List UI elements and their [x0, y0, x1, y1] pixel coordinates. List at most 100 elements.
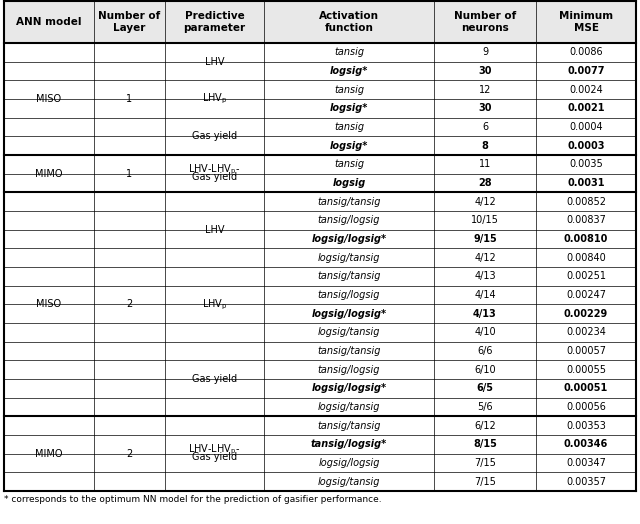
Text: tansig/tansig: tansig/tansig: [317, 196, 381, 206]
Text: 12: 12: [479, 85, 491, 95]
Text: Number of
Layer: Number of Layer: [98, 11, 160, 33]
Text: 5/6: 5/6: [477, 402, 493, 412]
Text: 0.00251: 0.00251: [566, 271, 606, 281]
Text: logsig/logsig*: logsig/logsig*: [312, 309, 387, 319]
Text: 2: 2: [126, 299, 132, 309]
Text: LHV-$\mathrm{LHV_p}$-: LHV-$\mathrm{LHV_p}$-: [188, 163, 241, 177]
Text: Activation
function: Activation function: [319, 11, 379, 33]
Text: 0.00057: 0.00057: [566, 346, 606, 356]
Text: 0.00837: 0.00837: [566, 215, 606, 225]
Text: 4/12: 4/12: [474, 196, 496, 206]
Text: 0.0021: 0.0021: [567, 103, 605, 113]
Text: logsig*: logsig*: [330, 66, 368, 76]
Text: tansig/logsig: tansig/logsig: [318, 290, 380, 300]
Bar: [4, 230, 636, 248]
Text: tansig/tansig: tansig/tansig: [317, 421, 381, 431]
Text: MISO: MISO: [36, 299, 61, 309]
Text: 2: 2: [126, 449, 132, 458]
Text: tansig/logsig*: tansig/logsig*: [311, 439, 387, 450]
Text: tansig: tansig: [334, 122, 364, 132]
Text: logsig/tansig: logsig/tansig: [318, 477, 380, 487]
Bar: [4, 267, 636, 286]
Bar: [4, 1, 636, 43]
Text: $\mathrm{LHV_p}$: $\mathrm{LHV_p}$: [202, 297, 227, 312]
Bar: [4, 454, 636, 472]
Text: MIMO: MIMO: [35, 169, 63, 179]
Text: Gas yield: Gas yield: [192, 452, 237, 462]
Text: 6/12: 6/12: [474, 421, 496, 431]
Text: 1: 1: [126, 94, 132, 104]
Bar: [4, 43, 636, 62]
Text: 0.00051: 0.00051: [564, 384, 608, 394]
Text: tansig: tansig: [334, 159, 364, 169]
Bar: [4, 361, 636, 379]
Text: $\mathrm{LHV_p}$: $\mathrm{LHV_p}$: [202, 92, 227, 106]
Text: 0.00346: 0.00346: [564, 439, 608, 450]
Text: 0.00234: 0.00234: [566, 328, 606, 337]
Text: 0.0004: 0.0004: [569, 122, 603, 132]
Text: 7/15: 7/15: [474, 458, 496, 468]
Bar: [4, 248, 636, 267]
Text: 11: 11: [479, 159, 491, 169]
Text: 7/15: 7/15: [474, 477, 496, 487]
Text: 6/5: 6/5: [476, 384, 493, 394]
Text: 0.00840: 0.00840: [566, 253, 606, 263]
Text: 4/13: 4/13: [473, 309, 497, 319]
Text: logsig*: logsig*: [330, 103, 368, 113]
Bar: [4, 398, 636, 417]
Text: 0.00347: 0.00347: [566, 458, 606, 468]
Text: 4/12: 4/12: [474, 253, 496, 263]
Bar: [4, 304, 636, 323]
Text: 0.0031: 0.0031: [567, 178, 605, 188]
Text: 0.0035: 0.0035: [569, 159, 603, 169]
Text: 4/13: 4/13: [474, 271, 496, 281]
Text: 6: 6: [482, 122, 488, 132]
Text: LHV: LHV: [205, 57, 224, 67]
Text: 0.0077: 0.0077: [567, 66, 605, 76]
Bar: [4, 192, 636, 211]
Text: Number of
neurons: Number of neurons: [454, 11, 516, 33]
Text: 0.00357: 0.00357: [566, 477, 606, 487]
Text: tansig/logsig: tansig/logsig: [318, 365, 380, 375]
Bar: [4, 379, 636, 398]
Bar: [4, 173, 636, 192]
Text: 0.00810: 0.00810: [564, 234, 608, 244]
Text: logsig/tansig: logsig/tansig: [318, 328, 380, 337]
Text: 8/15: 8/15: [473, 439, 497, 450]
Bar: [4, 323, 636, 342]
Text: Gas yield: Gas yield: [192, 132, 237, 141]
Text: Predictive
parameter: Predictive parameter: [184, 11, 246, 33]
Text: 0.0024: 0.0024: [569, 85, 603, 95]
Text: 6/6: 6/6: [477, 346, 493, 356]
Text: 8: 8: [481, 140, 488, 151]
Text: 28: 28: [478, 178, 492, 188]
Bar: [4, 118, 636, 136]
Text: 0.00055: 0.00055: [566, 365, 606, 375]
Text: Gas yield: Gas yield: [192, 374, 237, 384]
Text: 9: 9: [482, 47, 488, 57]
Text: ANN model: ANN model: [16, 17, 82, 27]
Text: Gas yield: Gas yield: [192, 172, 237, 182]
Text: LHV: LHV: [205, 225, 224, 235]
Text: logsig/tansig: logsig/tansig: [318, 402, 380, 412]
Text: logsig/logsig*: logsig/logsig*: [312, 384, 387, 394]
Text: 0.00056: 0.00056: [566, 402, 606, 412]
Bar: [4, 155, 636, 173]
Text: 0.0086: 0.0086: [569, 47, 603, 57]
Text: 4/14: 4/14: [474, 290, 496, 300]
Text: logsig*: logsig*: [330, 140, 368, 151]
Text: 30: 30: [478, 66, 492, 76]
Text: 30: 30: [478, 103, 492, 113]
Bar: [4, 472, 636, 491]
Text: 0.0003: 0.0003: [567, 140, 605, 151]
Text: tansig/tansig: tansig/tansig: [317, 346, 381, 356]
Bar: [4, 211, 636, 230]
Text: logsig: logsig: [332, 178, 365, 188]
Bar: [4, 80, 636, 99]
Text: 1: 1: [126, 169, 132, 179]
Bar: [4, 136, 636, 155]
Text: MISO: MISO: [36, 94, 61, 104]
Text: MIMO: MIMO: [35, 449, 63, 458]
Text: tansig/logsig: tansig/logsig: [318, 215, 380, 225]
Text: logsig/logsig*: logsig/logsig*: [312, 234, 387, 244]
